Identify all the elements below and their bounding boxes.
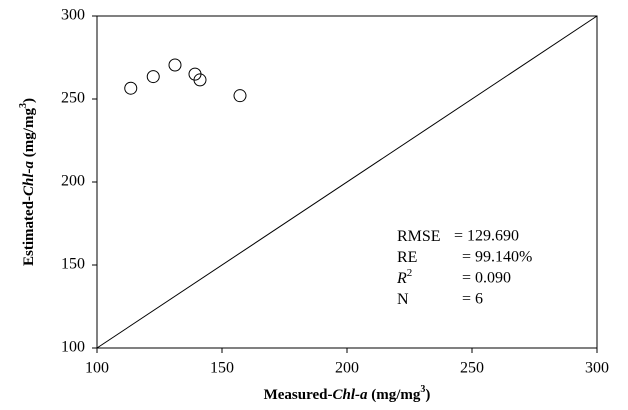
point	[146, 70, 160, 84]
stat-label: RMSE	[397, 228, 441, 245]
stat-name: RMSE	[397, 228, 441, 245]
y-tick-label: 100	[61, 339, 85, 356]
x-tick-label: 150	[210, 360, 234, 377]
y-tick-label: 250	[61, 90, 85, 107]
x-axis-label: Measured-Chl-a (mg/mg3)	[264, 384, 431, 403]
stat-value: = 0.090	[462, 270, 511, 287]
y-tick-label: 150	[61, 256, 85, 273]
y-axis-label: Estimated-Chl-a (mg/mg3)	[18, 98, 37, 266]
stat-label: RE	[397, 249, 417, 266]
point	[124, 81, 138, 95]
x-tick-label: 200	[335, 360, 359, 377]
point	[193, 73, 207, 87]
point	[168, 58, 182, 72]
stat-name: RE	[397, 249, 417, 266]
stat-label: R2	[396, 267, 412, 287]
stat-value: = 129.690	[454, 228, 519, 245]
point	[233, 89, 247, 103]
stat-name: R	[396, 270, 407, 287]
y-tick-label: 300	[61, 7, 85, 24]
stat-sup: 2	[407, 267, 413, 279]
stat-label: N	[397, 291, 409, 308]
stat-value: = 99.140%	[462, 249, 532, 266]
x-tick-label: 300	[585, 360, 609, 377]
stat-value: = 6	[462, 291, 483, 308]
y-tick-label: 200	[61, 173, 85, 190]
one-to-one-line	[96, 15, 598, 349]
stat-name: N	[397, 291, 409, 308]
x-tick-label: 250	[460, 360, 484, 377]
x-tick-label: 100	[85, 360, 109, 377]
